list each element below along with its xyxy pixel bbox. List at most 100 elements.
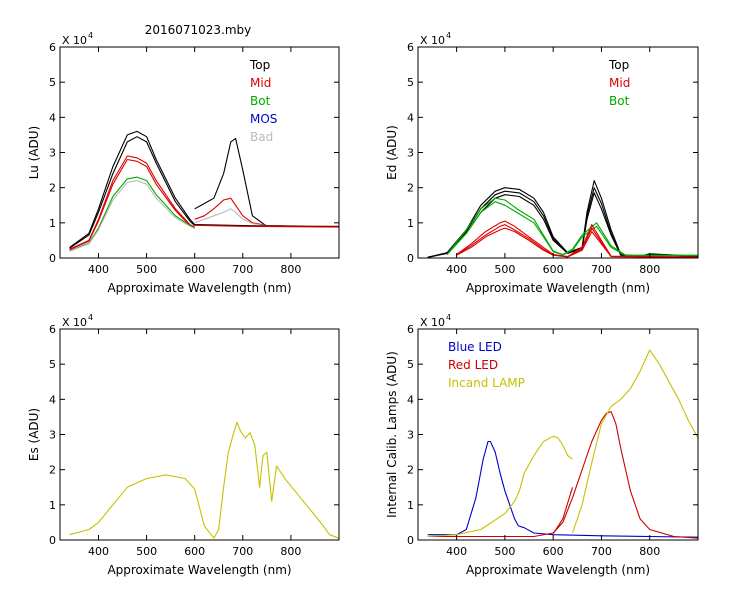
figure-title: 2016071023.mby [145, 23, 252, 37]
x-tick-label: 400 [88, 263, 109, 276]
series-line-0 [69, 130, 196, 248]
x-tick-label: 500 [136, 545, 157, 558]
x-tick-label: 500 [136, 263, 157, 276]
y-tick-label: 4 [49, 393, 56, 406]
y-tick-label: 2 [49, 464, 56, 477]
y-tick-label: 2 [49, 182, 56, 195]
legend-entry: Mid [250, 76, 271, 90]
legend-entry: Top [249, 58, 270, 72]
series-line-8 [194, 208, 340, 227]
x-tick-label: 800 [280, 263, 301, 276]
series-line-2 [552, 487, 574, 534]
series-line-1 [427, 411, 699, 539]
y-scale-exponent: 4 [88, 31, 93, 40]
series-line-7 [194, 197, 340, 227]
series-line-7 [456, 227, 699, 258]
y-tick-label: 5 [407, 358, 414, 371]
series-line-0 [427, 440, 699, 538]
y-tick-label: 6 [49, 323, 56, 336]
y-tick-label: 6 [407, 323, 414, 336]
x-tick-label: 600 [543, 263, 564, 276]
x-axis-label: Approximate Wavelength (nm) [466, 281, 650, 295]
y-scale-exponent: 4 [446, 31, 451, 40]
y-tick-label: 1 [407, 499, 414, 512]
y-tick-label: 1 [49, 217, 56, 230]
x-axis-label: Approximate Wavelength (nm) [107, 281, 291, 295]
series-line-3 [69, 158, 195, 251]
y-scale-label: X 10 [62, 316, 87, 329]
y-tick-label: 1 [407, 217, 414, 230]
y-tick-label: 0 [49, 534, 56, 547]
series-line-2 [69, 155, 195, 250]
series-line-4 [69, 176, 195, 252]
y-scale-label: X 10 [62, 34, 87, 47]
y-tick-label: 4 [49, 111, 56, 124]
x-axis-label: Approximate Wavelength (nm) [107, 563, 291, 577]
x-axis-label: Approximate Wavelength (nm) [466, 563, 650, 577]
x-tick-label: 400 [446, 545, 467, 558]
y-tick-label: 0 [407, 534, 414, 547]
x-tick-label: 800 [280, 545, 301, 558]
y-tick-label: 2 [407, 464, 414, 477]
series-line-0 [69, 421, 340, 539]
legend-entry: Bot [250, 94, 271, 108]
legend-entry: Mid [609, 76, 630, 90]
series-line-4 [446, 201, 698, 257]
y-tick-label: 5 [407, 76, 414, 89]
y-scale-label: X 10 [420, 316, 445, 329]
series-line-1 [69, 136, 196, 249]
y-scale-label: X 10 [420, 34, 445, 47]
series-line-6 [456, 224, 699, 258]
x-tick-label: 600 [184, 263, 205, 276]
y-axis-label: Internal Calib. Lamps (ADU) [385, 351, 399, 518]
plot-frame [417, 46, 699, 259]
y-tick-label: 4 [407, 111, 414, 124]
series-line-3 [427, 435, 573, 538]
legend-entry: MOS [250, 112, 277, 126]
y-tick-label: 3 [49, 147, 56, 160]
y-tick-label: 5 [49, 76, 56, 89]
y-tick-label: 4 [407, 393, 414, 406]
y-axis-label: Es (ADU) [27, 408, 41, 461]
x-tick-label: 700 [232, 545, 253, 558]
x-tick-label: 400 [446, 263, 467, 276]
x-tick-label: 500 [494, 545, 515, 558]
y-scale-exponent: 4 [446, 313, 451, 322]
legend-entry: Bad [250, 130, 273, 144]
series-line-6 [194, 137, 339, 227]
y-axis-label: Lu (ADU) [27, 126, 41, 180]
legend-entry: Bot [609, 94, 630, 108]
x-tick-label: 800 [639, 545, 660, 558]
x-tick-label: 700 [232, 263, 253, 276]
x-tick-label: 600 [184, 545, 205, 558]
x-tick-label: 700 [591, 263, 612, 276]
y-axis-label: Ed (ADU) [385, 125, 399, 180]
y-tick-label: 3 [407, 147, 414, 160]
series-line-3 [446, 197, 698, 256]
legend-entry: Incand LAMP [448, 376, 525, 390]
y-tick-label: 5 [49, 358, 56, 371]
y-scale-exponent: 4 [88, 313, 93, 322]
series-line-5 [456, 220, 699, 258]
legend-entry: Red LED [448, 358, 498, 372]
x-tick-label: 400 [88, 545, 109, 558]
series-line-4 [571, 349, 699, 534]
y-tick-label: 0 [407, 252, 414, 265]
y-tick-label: 3 [407, 429, 414, 442]
x-tick-label: 800 [639, 263, 660, 276]
legend-entry: Top [608, 58, 629, 72]
y-tick-label: 2 [407, 182, 414, 195]
y-tick-label: 6 [49, 41, 56, 54]
legend-entry: Blue LED [448, 340, 502, 354]
y-tick-label: 6 [407, 41, 414, 54]
x-tick-label: 600 [543, 545, 564, 558]
series-line-5 [69, 180, 195, 252]
y-tick-label: 0 [49, 252, 56, 265]
x-tick-label: 500 [494, 263, 515, 276]
x-tick-label: 700 [591, 545, 612, 558]
y-tick-label: 3 [49, 429, 56, 442]
